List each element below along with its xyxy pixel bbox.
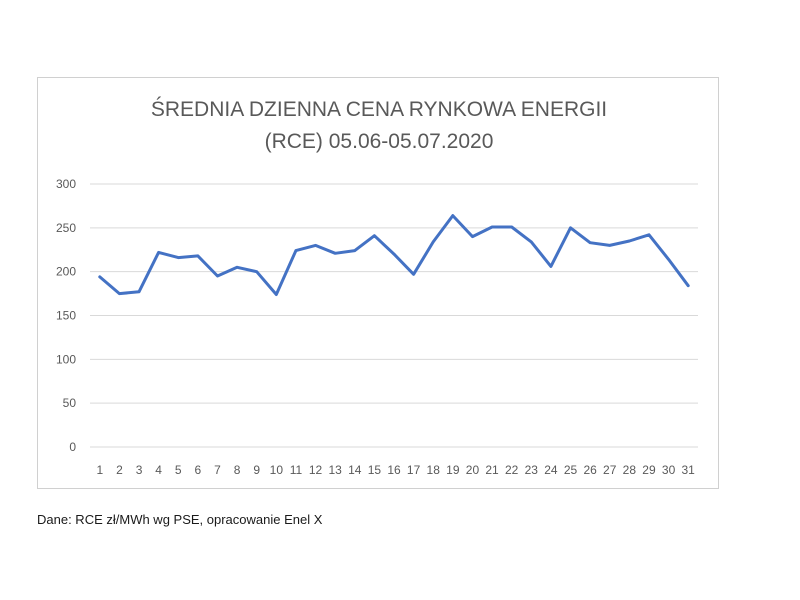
data-point [118, 292, 121, 295]
x-tick-label: 24 [544, 463, 558, 477]
data-point [275, 293, 278, 296]
data-point [549, 265, 553, 268]
chart-title-line-1: ŚREDNIA DZIENNA CENA RYNKOWA ENERGII [150, 98, 608, 121]
x-tick-label: 18 [427, 463, 441, 477]
data-point [137, 290, 141, 294]
x-tick-label: 19 [446, 463, 460, 477]
data-point [588, 241, 592, 244]
x-tick-label: 16 [387, 463, 401, 477]
data-point [510, 225, 513, 229]
data-point [333, 252, 337, 255]
x-tick-label: 4 [155, 463, 162, 477]
x-tick-label: 12 [309, 463, 323, 477]
source-note: Dane: RCE zł/MWh wg PSE, opracowanie Ene… [37, 512, 323, 527]
data-point [412, 273, 415, 276]
x-tick-label: 7 [214, 463, 221, 477]
x-tick-label: 17 [407, 463, 421, 477]
data-point [451, 214, 455, 217]
y-tick-label: 250 [56, 221, 76, 235]
data-point [686, 284, 690, 287]
data-point [157, 251, 160, 254]
data-point [353, 249, 356, 252]
x-tick-label: 6 [195, 463, 202, 477]
data-point [569, 226, 572, 230]
data-point [255, 270, 258, 273]
data-point [98, 275, 102, 279]
x-tick-label: 15 [368, 463, 382, 477]
x-tick-label: 28 [623, 463, 637, 477]
data-point [628, 239, 631, 243]
x-tick-label: 9 [253, 463, 260, 477]
x-tick-label: 20 [466, 463, 480, 477]
data-point [647, 233, 651, 237]
data-point [667, 258, 670, 261]
x-tick-label: 30 [662, 463, 676, 477]
x-tick-label: 31 [682, 463, 696, 477]
x-tick-label: 23 [525, 463, 539, 477]
x-tick-label: 10 [270, 463, 284, 477]
chart-area: ŚREDNIA DZIENNA CENA RYNKOWA ENERGII (RC… [37, 77, 719, 489]
x-tick-label: 8 [234, 463, 241, 477]
chart-title-line-2: (RCE) 05.06-05.07.2020 [264, 130, 494, 153]
x-tick-label: 21 [485, 463, 499, 477]
x-tick-label: 25 [564, 463, 578, 477]
x-tick-label: 11 [290, 463, 303, 477]
data-point [608, 244, 611, 247]
data-point [314, 244, 317, 247]
data-point [294, 249, 298, 252]
data-point [432, 240, 435, 244]
data-point [235, 266, 239, 269]
x-tick-label: 29 [642, 463, 656, 477]
data-point [490, 225, 494, 229]
x-tick-label: 3 [136, 463, 143, 477]
data-point [471, 235, 474, 238]
y-tick-label: 100 [56, 352, 76, 366]
y-tick-label: 200 [56, 265, 76, 279]
data-point [177, 256, 180, 259]
data-point [196, 254, 200, 258]
x-tick-label: 26 [583, 463, 597, 477]
x-tick-label: 22 [505, 463, 519, 477]
x-tick-label: 5 [175, 463, 182, 477]
y-tick-label: 0 [69, 440, 76, 454]
chart-title: ŚREDNIA DZIENNA CENA RYNKOWA ENERGII (RC… [38, 94, 720, 158]
data-point [373, 234, 376, 237]
y-tick-label: 150 [56, 309, 76, 323]
data-point [392, 252, 396, 256]
x-tick-label: 27 [603, 463, 617, 477]
x-tick-label: 14 [348, 463, 362, 477]
y-tick-label: 50 [63, 396, 77, 410]
x-tick-label: 13 [328, 463, 342, 477]
data-point [530, 240, 533, 244]
y-tick-label: 300 [56, 177, 76, 191]
x-tick-label: 2 [116, 463, 123, 477]
x-tick-label: 1 [96, 463, 103, 477]
data-point [216, 274, 219, 278]
